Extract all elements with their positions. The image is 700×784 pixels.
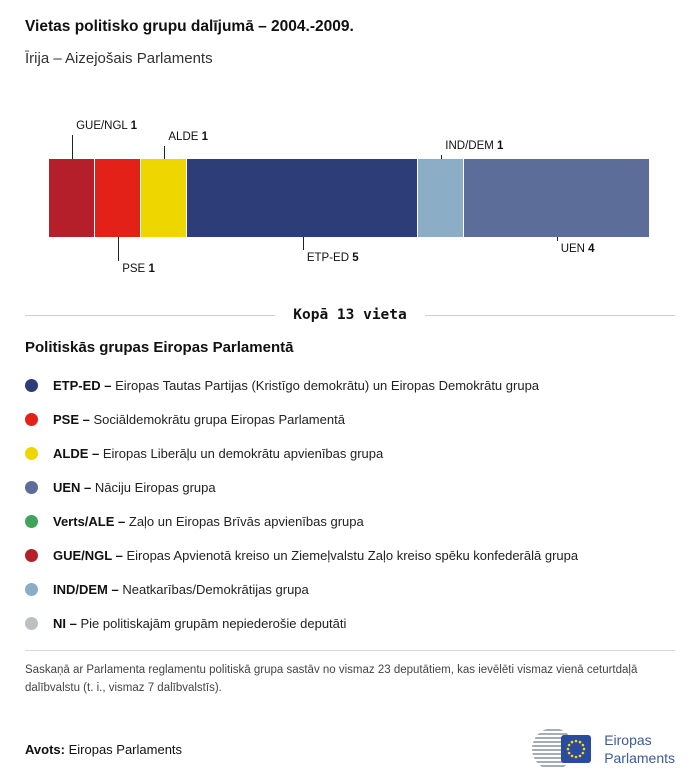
legend-color-dot (25, 616, 38, 630)
legend-item-text: PSE – Sociāldemokrātu grupa Eiropas Parl… (53, 411, 345, 427)
bar-segment-etp-ed (187, 159, 419, 237)
page-subtitle: Īrija – Aizejošais Parlaments (25, 50, 213, 67)
logo-text-line2: Parlaments (604, 750, 675, 766)
legend-color-dot (25, 480, 38, 494)
legend-color-dot (25, 582, 38, 596)
legend-item-text: ALDE – Eiropas Liberāļu un demokrātu apv… (53, 445, 384, 461)
right-rule (424, 314, 675, 316)
legend-color-dot (25, 548, 38, 562)
source-line: Avots: Eiropas Parlaments (25, 742, 182, 757)
legend-list: ETP-ED – Eiropas Tautas Partijas (Kristī… (25, 377, 675, 631)
legend-heading: Politiskās grupas Eiropas Parlamentā (25, 339, 294, 356)
total-seats-row: Kopā 13 vieta (25, 307, 675, 323)
legend-item-text: NI – Pie politiskajām grupām nepiederoši… (53, 615, 347, 631)
seat-distribution-chart: GUE/NGL 1 PSE 1 ALDE 1 ETP-ED 5 IND/DEM 1 UEN… (49, 117, 649, 277)
legend-item: UEN – Nāciju Eiropas grupa (25, 479, 675, 495)
callout-line (441, 155, 443, 159)
source-value: Eiropas Parlaments (68, 741, 183, 757)
callout-line (556, 237, 558, 241)
legend-item: ALDE – Eiropas Liberāļu un demokrātu apv… (25, 445, 675, 461)
legend-item: GUE/NGL – Eiropas Apvienotā kreiso un Zi… (25, 547, 675, 563)
total-seats-label: Kopā 13 vieta (293, 307, 407, 323)
bar-segment-pse (95, 159, 142, 237)
legend-color-dot (25, 514, 38, 528)
segment-label: ALDE 1 (168, 131, 209, 143)
bar-segment-ind-dem (418, 159, 465, 237)
bar-segment-uen (464, 159, 649, 237)
footnote-divider (25, 650, 675, 651)
bar-segment-alde (141, 159, 188, 237)
legend-color-dot (25, 412, 38, 426)
legend-item-text: GUE/NGL – Eiropas Apvienotā kreiso un Zi… (53, 547, 579, 563)
callout-line (72, 135, 74, 159)
callout-line (118, 237, 120, 261)
callout-line (302, 237, 304, 250)
segment-label: ETP-ED 5 (306, 252, 359, 264)
segment-label: IND/DEM 1 (445, 140, 504, 152)
callout-line (164, 146, 166, 159)
legend-item-text: UEN – Nāciju Eiropas grupa (53, 479, 216, 495)
segment-label: GUE/NGL 1 (76, 120, 137, 132)
footer: Avots: Eiropas Parlaments (25, 726, 675, 772)
legend-item: NI – Pie politiskajām grupām nepiederoši… (25, 615, 675, 631)
eu-parliament-logo: Eiropas Parlaments (531, 726, 675, 772)
stacked-bar (49, 159, 649, 237)
segment-label: UEN 4 (560, 243, 595, 255)
legend-item-text: Verts/ALE – Zaļo un Eiropas Brīvās apvie… (53, 513, 364, 529)
left-rule (25, 314, 276, 316)
source-label: Avots: (25, 741, 65, 757)
legend-item: Verts/ALE – Zaļo un Eiropas Brīvās apvie… (25, 513, 675, 529)
legend-item-text: ETP-ED – Eiropas Tautas Partijas (Kristī… (53, 377, 540, 393)
legend-item-text: IND/DEM – Neatkarības/Demokrātijas grupa (53, 581, 309, 597)
segment-label: PSE 1 (122, 263, 155, 275)
legend-item: ETP-ED – Eiropas Tautas Partijas (Kristī… (25, 377, 675, 393)
footnote-text: Saskaņā ar Parlamenta reglamentu politis… (25, 664, 638, 694)
page-title: Vietas politisko grupu dalījumā – 2004.-… (25, 18, 354, 35)
bar-segment-gue-ngl (49, 159, 96, 237)
legend-color-dot (25, 446, 38, 460)
legend-item: IND/DEM – Neatkarības/Demokrātijas grupa (25, 581, 675, 597)
legend-color-dot (25, 378, 38, 392)
logo-text-line1: Eiropas (604, 731, 652, 748)
logo-text: Eiropas Parlaments (604, 731, 675, 767)
eu-parliament-hemicycle-flag-icon (532, 729, 592, 767)
legend-item: PSE – Sociāldemokrātu grupa Eiropas Parl… (25, 411, 675, 427)
